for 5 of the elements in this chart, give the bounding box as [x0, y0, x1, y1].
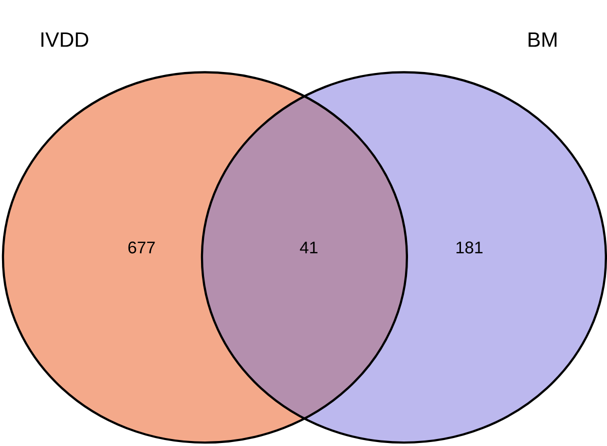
category-label: IVDD	[41, 32, 88, 47]
data-label: 677	[128, 242, 155, 254]
data-label: 41	[300, 242, 318, 254]
category-label: BM	[528, 32, 556, 47]
data-label: 181	[456, 242, 482, 254]
